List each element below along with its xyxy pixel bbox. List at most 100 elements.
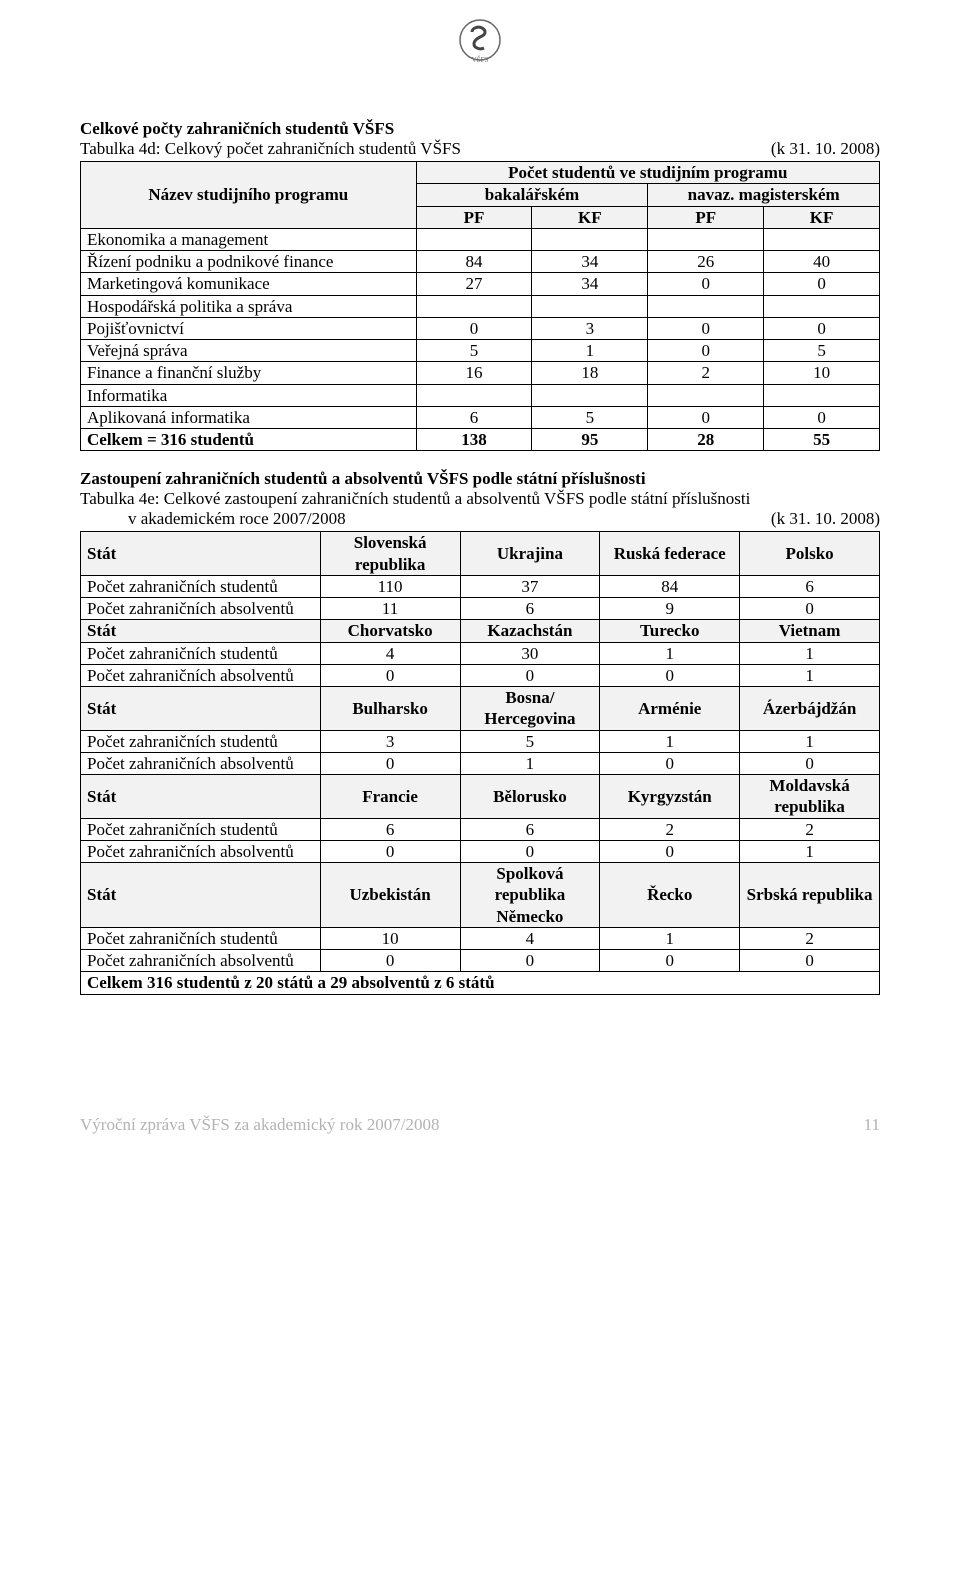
table4d-caption-right: (k 31. 10. 2008) xyxy=(771,139,880,159)
page-footer: Výroční zpráva VŠFS za akademický rok 20… xyxy=(80,1115,880,1135)
t4e-cell: 1 xyxy=(600,730,740,752)
t4e-students-label: Počet zahraničních studentů xyxy=(81,818,321,840)
t4d-cell: 0 xyxy=(764,273,880,295)
logo-wrap: VŠFS xyxy=(80,0,880,103)
t4e-cell: 0 xyxy=(740,752,880,774)
table4d-caption: Tabulka 4d: Celkový počet zahraničních s… xyxy=(80,139,880,159)
t4d-row-label: Informatika xyxy=(81,384,417,406)
t4e-cell: 1 xyxy=(740,642,880,664)
t4d-row-label: Celkem = 316 studentů xyxy=(81,429,417,451)
t4d-row-label: Veřejná správa xyxy=(81,340,417,362)
t4e-cell: 84 xyxy=(600,575,740,597)
t4d-cell: 26 xyxy=(648,251,764,273)
t4e-country: Ázerbájdžán xyxy=(740,687,880,731)
t4e-grads-label: Počet zahraničních absolventů xyxy=(81,950,321,972)
t4e-total: Celkem 316 studentů z 20 států a 29 abso… xyxy=(81,972,880,994)
t4d-cell: 95 xyxy=(532,429,648,451)
t4e-stat-label: Stát xyxy=(81,620,321,642)
t4d-row-label: Pojišťovnictví xyxy=(81,317,417,339)
t4e-country: Chorvatsko xyxy=(320,620,460,642)
t4d-cell xyxy=(532,384,648,406)
t4d-cell: 34 xyxy=(532,251,648,273)
t4d-cell: 27 xyxy=(416,273,532,295)
t4e-cell: 0 xyxy=(740,950,880,972)
t4e-country: Uzbekistán xyxy=(320,863,460,928)
t4d-cell: 5 xyxy=(416,340,532,362)
t4e-country: Ruská federace xyxy=(600,532,740,576)
t4e-cell: 0 xyxy=(320,840,460,862)
table4e-caption2-right: (k 31. 10. 2008) xyxy=(771,509,880,529)
t4e-grads-label: Počet zahraničních absolventů xyxy=(81,752,321,774)
t4e-students-label: Počet zahraničních studentů xyxy=(81,575,321,597)
t4e-stat-label: Stát xyxy=(81,863,321,928)
t4e-country: Arménie xyxy=(600,687,740,731)
t4d-cell xyxy=(416,384,532,406)
t4d-kf1: KF xyxy=(532,206,648,228)
t4d-cell xyxy=(532,228,648,250)
t4d-cell: 0 xyxy=(416,317,532,339)
t4d-cell xyxy=(764,295,880,317)
t4d-cell xyxy=(532,295,648,317)
t4d-row-label: Aplikovaná informatika xyxy=(81,406,417,428)
table-4e: Stát Slovenská republikaUkrajinaRuská fed… xyxy=(80,531,880,994)
t4e-stat-label: Stát xyxy=(81,775,321,819)
t4e-cell: 4 xyxy=(320,642,460,664)
t4e-cell: 0 xyxy=(600,664,740,686)
t4d-cell: 10 xyxy=(764,362,880,384)
t4d-cell: 0 xyxy=(648,406,764,428)
t4e-cell: 0 xyxy=(460,950,600,972)
t4d-row-label: Řízení podniku a podnikové finance xyxy=(81,251,417,273)
t4e-cell: 1 xyxy=(740,730,880,752)
t4d-h-count: Počet studentů ve studijním programu xyxy=(416,162,879,184)
t4d-pf2: PF xyxy=(648,206,764,228)
section2-title: Zastoupení zahraničních studentů a absol… xyxy=(80,469,880,489)
t4d-cell: 5 xyxy=(764,340,880,362)
t4d-cell: 84 xyxy=(416,251,532,273)
t4e-country: Řecko xyxy=(600,863,740,928)
svg-text:VŠFS: VŠFS xyxy=(472,56,489,64)
t4d-cell xyxy=(648,295,764,317)
t4e-country: Vietnam xyxy=(740,620,880,642)
t4e-country: Ukrajina xyxy=(460,532,600,576)
t4e-cell: 37 xyxy=(460,575,600,597)
t4e-grads-label: Počet zahraničních absolventů xyxy=(81,840,321,862)
t4d-h-name: Název studijního programu xyxy=(81,162,417,229)
t4d-pf1: PF xyxy=(416,206,532,228)
t4e-cell: 5 xyxy=(460,730,600,752)
t4e-cell: 0 xyxy=(320,664,460,686)
t4e-cell: 6 xyxy=(320,818,460,840)
t4d-h-mag: navaz. magisterském xyxy=(648,184,880,206)
t4d-cell: 16 xyxy=(416,362,532,384)
t4e-cell: 4 xyxy=(460,927,600,949)
table4e-caption: Tabulka 4e: Celkové zastoupení zahraničn… xyxy=(80,489,880,509)
t4d-cell: 138 xyxy=(416,429,532,451)
t4e-country: Francie xyxy=(320,775,460,819)
t4e-country: Slovenská republika xyxy=(320,532,460,576)
t4d-cell xyxy=(648,384,764,406)
t4d-cell: 0 xyxy=(648,340,764,362)
t4e-stat-label: Stát xyxy=(81,687,321,731)
table-4d: Název studijního programu Počet studentů… xyxy=(80,161,880,451)
t4e-cell: 6 xyxy=(460,598,600,620)
t4d-cell: 1 xyxy=(532,340,648,362)
t4e-cell: 6 xyxy=(460,818,600,840)
t4e-cell: 0 xyxy=(460,664,600,686)
t4e-cell: 2 xyxy=(740,818,880,840)
t4e-cell: 30 xyxy=(460,642,600,664)
t4e-cell: 0 xyxy=(600,752,740,774)
t4e-cell: 1 xyxy=(740,840,880,862)
t4e-country: Polsko xyxy=(740,532,880,576)
t4e-cell: 1 xyxy=(600,642,740,664)
t4e-country: Bosna/ Hercegovina xyxy=(460,687,600,731)
table4e-caption2-left: v akademickém roce 2007/2008 xyxy=(80,509,346,529)
vsfs-logo: VŠFS xyxy=(452,12,508,68)
t4e-cell: 0 xyxy=(600,840,740,862)
t4d-cell xyxy=(648,228,764,250)
t4d-cell xyxy=(416,228,532,250)
t4d-cell: 0 xyxy=(648,317,764,339)
t4e-cell: 1 xyxy=(600,927,740,949)
t4e-country: Bulharsko xyxy=(320,687,460,731)
t4e-students-label: Počet zahraničních studentů xyxy=(81,730,321,752)
t4e-cell: 110 xyxy=(320,575,460,597)
t4d-cell xyxy=(764,228,880,250)
